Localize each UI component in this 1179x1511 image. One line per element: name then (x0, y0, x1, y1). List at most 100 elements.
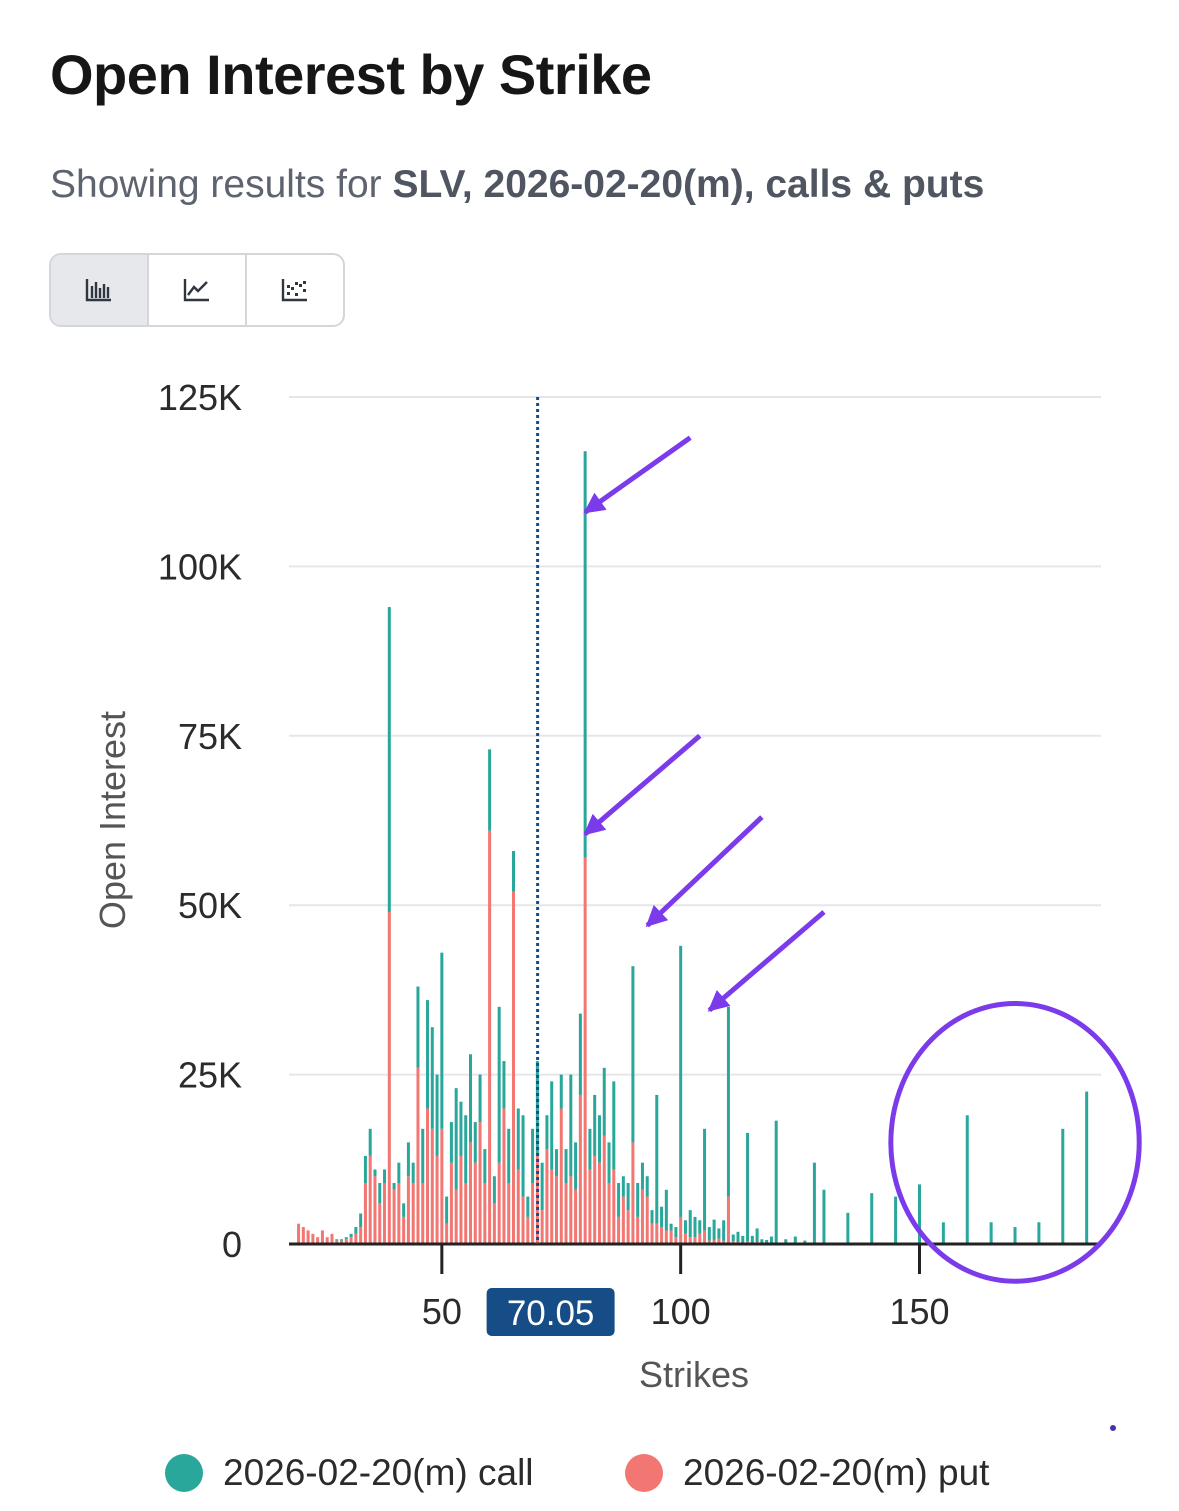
put-bar (588, 1169, 592, 1244)
scatter-chart-button[interactable] (247, 255, 343, 325)
call-bar (545, 1115, 549, 1150)
put-bar (354, 1233, 358, 1244)
call-legend-dot (165, 1454, 203, 1492)
call-bar (397, 1162, 401, 1184)
call-bar (526, 1196, 530, 1217)
bar-chart-button[interactable] (51, 255, 149, 325)
put-bar (526, 1216, 530, 1244)
put-bar (612, 1169, 616, 1244)
put-bar (531, 1183, 535, 1244)
put-bar (574, 1189, 578, 1244)
call-bar (516, 1108, 520, 1170)
call-bar (612, 1081, 616, 1170)
put-bar (617, 1216, 621, 1244)
put-bar (664, 1230, 668, 1244)
call-bar (784, 1239, 788, 1244)
put-bar (373, 1176, 377, 1244)
call-bar (421, 1128, 425, 1184)
legend-item-call[interactable]: 2026-02-20(m) call (165, 1452, 534, 1494)
put-bar (712, 1239, 716, 1244)
call-bar (354, 1227, 358, 1234)
call-bar (559, 1074, 563, 1109)
put-bar (469, 1142, 473, 1244)
y-tick-label: 125K (158, 377, 242, 418)
put-bar (683, 1233, 687, 1244)
put-bar (483, 1183, 487, 1244)
call-bar (449, 1122, 453, 1163)
legend-put-label: 2026-02-20(m) put (683, 1452, 990, 1493)
call-bar (793, 1236, 797, 1244)
current-price-badge (486, 1288, 615, 1336)
call-bar (368, 1128, 372, 1156)
put-bar (311, 1233, 315, 1244)
annotation-arrow (583, 733, 702, 836)
call-bar (483, 1149, 487, 1184)
call-bar (511, 850, 515, 892)
call-bar (731, 1234, 735, 1242)
put-bar (502, 1108, 506, 1244)
line-chart-button[interactable] (149, 255, 247, 325)
put-bar (650, 1223, 654, 1244)
call-bar (683, 1220, 687, 1234)
call-bar (755, 1228, 759, 1242)
call-bar (497, 1006, 501, 1163)
call-bar (636, 1183, 640, 1217)
call-bar (593, 1094, 597, 1156)
call-bar (669, 1223, 673, 1231)
y-tick-label: 25K (178, 1055, 242, 1096)
annotation-arrow (645, 815, 764, 928)
legend-call-label: 2026-02-20(m) call (223, 1452, 534, 1493)
put-bar (660, 1227, 664, 1244)
put-bar (492, 1203, 496, 1244)
page-title: Open Interest by Strike (50, 43, 652, 106)
put-bar (368, 1155, 372, 1244)
put-bar (340, 1240, 344, 1244)
put-bar (578, 1094, 582, 1244)
call-bar (378, 1183, 382, 1204)
put-bar (626, 1210, 630, 1244)
call-bar (703, 1128, 707, 1231)
put-bar (679, 1216, 683, 1244)
put-bar (426, 1108, 430, 1244)
put-bar (454, 1189, 458, 1244)
call-bar (698, 1220, 702, 1234)
put-bar (703, 1230, 707, 1244)
call-bar (349, 1233, 353, 1238)
put-bar (440, 1128, 444, 1244)
put-bar (521, 1196, 525, 1244)
put-bar (445, 1223, 449, 1244)
call-bar (741, 1235, 745, 1243)
call-bar (578, 1013, 582, 1095)
call-bar (760, 1239, 764, 1243)
put-bar (559, 1108, 563, 1244)
put-bar (411, 1183, 415, 1244)
call-bar (597, 1115, 601, 1163)
call-bar (645, 1176, 649, 1197)
call-bar (870, 1193, 874, 1244)
call-bar (363, 1155, 367, 1184)
put-bar (655, 1223, 659, 1244)
put-bar (636, 1216, 640, 1244)
call-bar (535, 1061, 539, 1156)
call-bar (502, 1061, 506, 1109)
current-price-label: 70.05 (507, 1294, 595, 1333)
put-bar (717, 1238, 721, 1244)
legend-item-put[interactable]: 2026-02-20(m) put (625, 1452, 989, 1494)
y-tick-label: 100K (158, 546, 242, 587)
put-bar (335, 1240, 339, 1244)
put-bar (597, 1162, 601, 1244)
call-bar (531, 1128, 535, 1184)
put-bar (421, 1183, 425, 1244)
call-bar (717, 1228, 721, 1239)
put-bar (640, 1189, 644, 1244)
open-interest-chart: 0 25K 50K 75K 100K 125K 50 100 150 70.05 Strikes Op… (92, 377, 1142, 1395)
call-bar (588, 1128, 592, 1170)
put-bar (707, 1240, 711, 1244)
put-bar (306, 1230, 310, 1244)
call-bar (674, 1227, 678, 1238)
page-indicator-dot (1110, 1425, 1116, 1431)
put-bar (478, 1122, 482, 1244)
call-bar (621, 1176, 625, 1197)
call-bar (894, 1196, 898, 1244)
put-bar (722, 1240, 726, 1244)
